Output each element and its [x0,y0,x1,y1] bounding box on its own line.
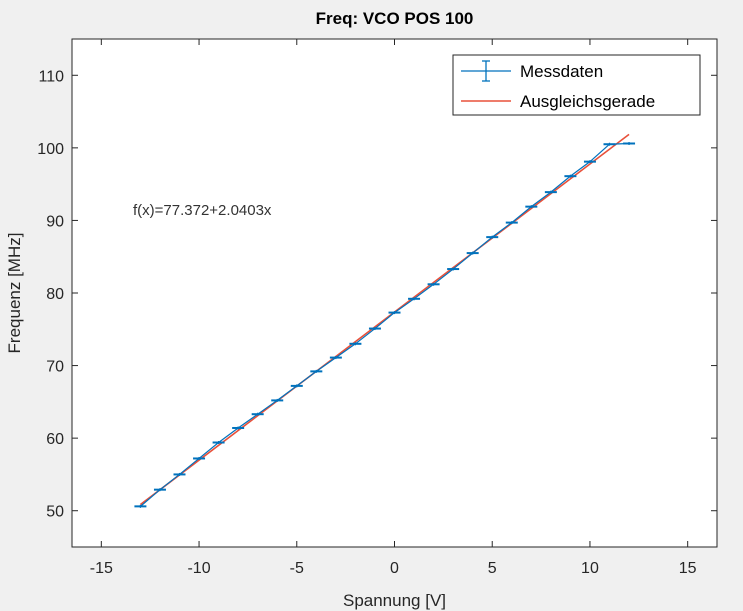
data-point [329,356,342,360]
axis-ticks: -15 -10 -5 0 5 10 15 50 60 70 80 90 100 110 [37,39,717,577]
data-point [408,297,421,301]
data-point [310,369,323,373]
data-point [153,488,166,492]
y-tick-label: 90 [46,213,64,230]
data-point [564,174,577,178]
data-point [212,440,225,444]
y-tick-label: 50 [46,504,64,521]
x-tick-label: 15 [679,560,697,577]
data-point [290,384,303,388]
measurement-series-line [140,142,630,507]
legend-label-messdaten: Messdaten [520,62,603,81]
y-tick-label: 110 [38,68,64,85]
legend-label-ausgleichsgerade: Ausgleichsgerade [520,92,655,111]
data-point [134,504,147,508]
data-point [544,190,557,194]
data-point [486,235,499,239]
data-point [271,398,284,402]
data-point [525,205,538,209]
data-point [583,160,596,164]
legend-marker-messdaten [461,60,511,82]
data-point [505,221,518,225]
x-axis-label: Spannung [V] [343,591,446,610]
data-point [623,142,636,146]
plot-data [134,133,636,508]
data-point [447,267,460,271]
legend: Messdaten Ausgleichsgerade [452,54,701,116]
data-point [427,282,440,286]
y-tick-label: 100 [37,141,64,158]
x-tick-label: -15 [90,560,113,577]
fit-equation-annotation: f(x)=77.372+2.0403x [133,202,272,219]
data-point [603,142,616,146]
data-point [251,412,264,416]
axes-box [71,38,718,548]
y-tick-label: 80 [46,286,64,303]
data-point [466,251,479,255]
data-point [193,456,206,460]
data-point [349,342,362,346]
legend-box [452,54,701,116]
x-tick-label: 5 [488,560,497,577]
chart-title: Freq: VCO POS 100 [316,9,474,28]
y-axis-label: Frequenz [MHz] [5,233,24,354]
x-tick-label: -5 [290,560,304,577]
x-tick-label: 0 [390,560,399,577]
y-tick-label: 60 [46,431,64,448]
data-point [173,472,186,476]
x-tick-label: 10 [581,560,599,577]
data-point [232,426,245,430]
data-point [368,327,381,331]
x-tick-label: -10 [187,560,210,577]
data-point [388,311,401,315]
plot-area [72,39,717,547]
y-tick-label: 70 [46,359,64,376]
